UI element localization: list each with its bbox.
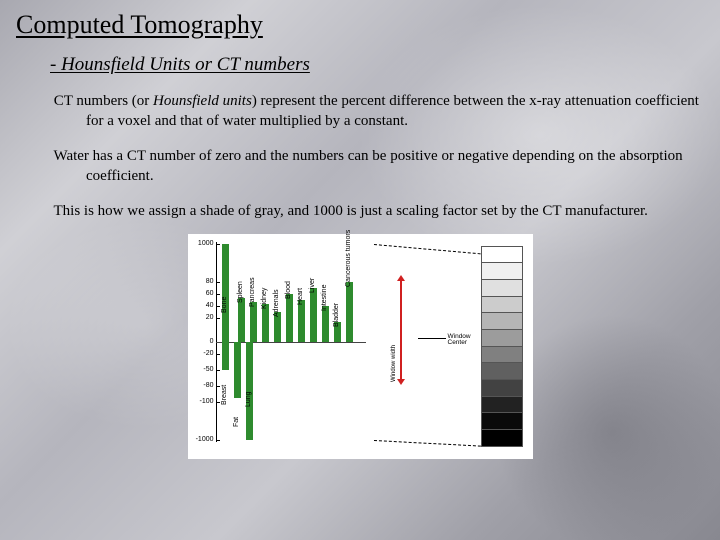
chart-bar-label: Kidney [261, 287, 268, 308]
y-tick-mark [216, 370, 220, 371]
y-tick-mark [216, 306, 220, 307]
gradient-cell [481, 379, 523, 397]
y-tick-mark [216, 386, 220, 387]
chart-bar-label: Bladder [333, 302, 340, 326]
y-tick-mark [216, 402, 220, 403]
chart-bar-label: Liver [309, 277, 316, 292]
chart-bar-label: Pancreas [249, 277, 256, 307]
y-tick-mark [216, 318, 220, 319]
gradient-cell [481, 279, 523, 297]
chart-bar-label: Heart [297, 287, 304, 304]
list-item: • Water has a CT number of zero and the … [36, 147, 704, 186]
chart-axis-area: 1000806040200-20-50-80-100-1000BoneSplee… [216, 242, 374, 442]
bullet-text-italic: Hounsfield units [153, 93, 252, 109]
chart-bar-label: Lung [245, 391, 252, 407]
gradient-cell [481, 262, 523, 280]
window-width-label: Window width [391, 344, 397, 381]
y-tick-label: -80 [190, 382, 214, 389]
chart-bar [286, 294, 293, 342]
chart-bar-label: Spleen [237, 281, 244, 303]
chart-bar-label: Cancerous tumors [345, 229, 352, 286]
window-center-sublabel: Center [448, 340, 471, 347]
bullet-text: Water has a CT number of zero and the nu… [53, 148, 682, 184]
gradient-cell [481, 312, 523, 330]
chart-bar-label: Bone [221, 296, 228, 312]
chart-bar [222, 342, 229, 370]
y-tick-mark [216, 294, 220, 295]
bullet-text-pre: CT numbers (or [54, 93, 153, 109]
y-tick-label: 20 [190, 314, 214, 321]
chart-bar [310, 288, 317, 342]
gradient-cell [481, 429, 523, 447]
y-tick-label: 40 [190, 302, 214, 309]
gradient-cell [481, 396, 523, 414]
dashed-connector [373, 244, 480, 254]
slide-content: Computed Tomography - Hounsfield Units o… [0, 0, 720, 459]
chart-bar [222, 244, 229, 342]
dashed-connector [373, 440, 480, 447]
chart-bar [262, 304, 269, 342]
y-tick-mark [216, 354, 220, 355]
bullet-list: • CT numbers (or Hounsfield units) repre… [36, 92, 704, 222]
y-tick-label: 1000 [190, 240, 214, 247]
hounsfield-chart: 1000 80 60 40 20 0 -20 -50 -80 -100 -1000 Bone Splee… [188, 234, 533, 459]
chart-bar-label: Fat [233, 416, 240, 426]
grayscale-gradient [481, 246, 523, 446]
page-title: Computed Tomography [16, 10, 704, 40]
chart-bar [234, 342, 241, 398]
list-item: • This is how we assign a shade of gray,… [36, 202, 704, 222]
chart-bar [346, 282, 353, 342]
gradient-cell [481, 346, 523, 364]
gradient-cell [481, 296, 523, 314]
y-tick-mark [216, 282, 220, 283]
y-tick-label: 60 [190, 290, 214, 297]
y-tick-mark [216, 440, 220, 441]
chart-bar-label: Adrenals [273, 289, 280, 317]
chart-bar [238, 298, 245, 342]
gradient-cell [481, 246, 523, 264]
chart-bar-label: Intestine [321, 284, 328, 310]
chart-bar [250, 302, 257, 342]
chart-bar [298, 300, 305, 342]
gradient-cell [481, 362, 523, 380]
y-tick-label: 0 [190, 338, 214, 345]
chart-bar-label: Blood [285, 281, 292, 299]
chart-bar-label: Breast [221, 384, 228, 404]
y-tick-label: 80 [190, 278, 214, 285]
window-width-arrow [400, 280, 402, 380]
y-tick-mark [216, 244, 220, 245]
chart-container: 1000 80 60 40 20 0 -20 -50 -80 -100 -1000 Bone Splee… [16, 234, 704, 459]
list-item: • CT numbers (or Hounsfield units) repre… [36, 92, 704, 131]
page-subtitle: - Hounsfield Units or CT numbers [50, 54, 704, 76]
y-tick-label: -1000 [190, 436, 214, 443]
y-tick-label: -20 [190, 350, 214, 357]
window-center-text: WindowCenter [448, 334, 471, 347]
gradient-cell [481, 329, 523, 347]
y-tick-label: -50 [190, 366, 214, 373]
window-center-line [418, 338, 446, 339]
bullet-text: This is how we assign a shade of gray, a… [53, 203, 647, 219]
gradient-cell [481, 412, 523, 430]
y-tick-label: -100 [190, 398, 214, 405]
